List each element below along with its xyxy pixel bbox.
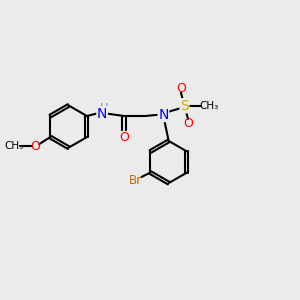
Text: CH₃: CH₃ xyxy=(4,142,23,152)
Text: H: H xyxy=(100,103,108,113)
Text: Br: Br xyxy=(129,174,142,187)
Text: N: N xyxy=(158,107,169,122)
Text: O: O xyxy=(31,140,40,153)
Text: S: S xyxy=(180,99,189,113)
Text: O: O xyxy=(176,82,186,95)
Text: N: N xyxy=(97,107,107,121)
Text: O: O xyxy=(183,116,193,130)
Text: CH₃: CH₃ xyxy=(199,101,218,111)
Text: O: O xyxy=(120,131,130,145)
